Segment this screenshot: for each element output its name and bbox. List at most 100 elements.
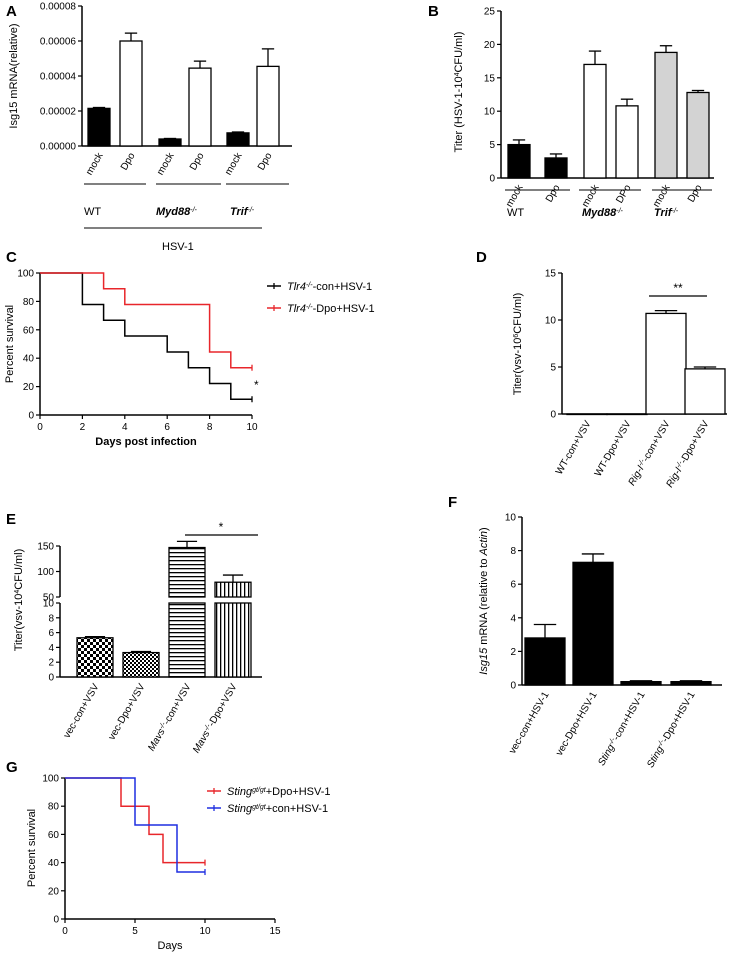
panel-b-x-tick-label: Dpo	[686, 183, 705, 205]
panel-g-y-title: Percent survival	[26, 809, 38, 887]
panel-e-y-tick-label: 50	[43, 593, 55, 604]
panel-g-y-tick-label: 100	[42, 774, 59, 785]
panel-e-y-tick-label: 8	[48, 613, 54, 624]
panel-f-y-tick-label: 2	[510, 647, 516, 658]
panel-a-x-tick-label: Dpo	[119, 151, 138, 173]
panel-a-bar	[119, 40, 143, 147]
panel-d-bar	[684, 368, 726, 415]
panel-g-x-tick-label: 0	[62, 926, 68, 937]
panel-b-y-tick-label: 5	[489, 140, 495, 151]
panel-a-bar	[256, 65, 280, 147]
panel-a-y-tick-label: 0.00006	[40, 37, 77, 48]
panel-a-group-label: Myd88-/-	[156, 206, 198, 218]
panel-letter-f: F	[448, 494, 457, 511]
panel-e-y-tick-label: 2	[48, 658, 54, 669]
panel-b: B 0 5 10 15 20 25 Titer (HSV-1-104CFU/ml) mock Dp…	[428, 3, 714, 219]
panel-g-series-line	[65, 777, 205, 873]
panel-c-series-line	[40, 272, 252, 400]
panel-e-y-tick-label: 6	[48, 628, 54, 639]
panel-c-y-tick-label: 60	[23, 325, 35, 336]
panel-c-x-tick-label: 10	[246, 422, 258, 433]
panel-a-bar	[188, 67, 212, 147]
panel-d-y-tick-label: 0	[550, 410, 556, 421]
panel-b-bar	[507, 143, 531, 179]
panel-e-bar	[214, 581, 252, 598]
panel-d-bar	[645, 312, 687, 415]
panel-a-bar	[158, 138, 182, 147]
panel-a-y-tick-label: 0.00000	[40, 142, 77, 153]
panel-a-x-tick-label: Dpo	[256, 151, 275, 173]
panel-c-y-tick-label: 0	[28, 411, 34, 422]
panel-g-y-tick-label: 0	[53, 915, 59, 926]
panel-c-y-tick-label: 100	[17, 269, 34, 280]
panel-e-y-tick-label: 100	[37, 567, 54, 578]
panel-e-bar-lower-part	[214, 602, 252, 678]
panel-letter-d: D	[476, 249, 487, 266]
panel-b-bar	[544, 157, 568, 179]
panel-b-x-tick-label: Dpo	[544, 183, 563, 205]
panel-c-legend-label: Tlr4-/--con+HSV-1	[287, 281, 372, 293]
panel-g-x-tick-label: 5	[132, 926, 138, 937]
panel-b-group-label: Trif-/-	[654, 207, 679, 219]
panel-e-bar	[76, 637, 114, 678]
panel-f-x-tick-label: Sting-/--Dpo+HSV-1	[645, 689, 698, 769]
panel-c-x-tick-label: 6	[164, 422, 170, 433]
panel-e-x-tick-label: vec-con+VSV	[62, 682, 102, 740]
panel-g-x-title: Days	[157, 940, 183, 952]
panel-b-y-tick-label: 15	[484, 73, 496, 84]
panel-c-significance: *	[254, 378, 259, 392]
panel-f-bar	[620, 680, 662, 686]
panel-b-bar	[583, 63, 607, 179]
panel-f-y-tick-label: 6	[510, 580, 516, 591]
panel-b-bar	[615, 105, 639, 179]
panel-a-bar	[87, 107, 111, 147]
panel-f-y-tick-label: 0	[510, 681, 516, 692]
panel-d-y-tick-label: 10	[545, 316, 557, 327]
panel-b-x-tick-label: mock	[580, 182, 602, 209]
panel-d-y-tick-label: 5	[550, 363, 556, 374]
panel-c-y-tick-label: 20	[23, 382, 35, 393]
panel-letter-a: A	[6, 3, 17, 20]
panel-e-y-tick-label: 10	[43, 599, 55, 610]
panel-f: F 0 2 4 6 8 10 Isg15 mRNA (relative to Actin) ve…	[448, 494, 722, 770]
panel-a-x-tick-label: mock	[84, 150, 106, 177]
panel-a-footer-label: HSV-1	[162, 241, 194, 253]
panel-f-y-tick-label: 4	[510, 613, 516, 624]
panel-b-y-title: Titer (HSV-1-104CFU/ml)	[453, 32, 465, 153]
panel-e-bar	[122, 651, 160, 678]
panel-d-y-title: Titer(vsv-106CFU/ml)	[512, 293, 524, 396]
panel-b-x-tick-label: mock	[651, 182, 673, 209]
panel-f-bar	[670, 680, 712, 686]
panel-e-y-title: Titer(vsv-104CFU/ml)	[13, 549, 25, 652]
panel-a-x-tick-label: mock	[155, 150, 177, 177]
panel-f-y-tick-label: 8	[510, 546, 516, 557]
panel-a-y-tick-label: 0.00002	[40, 107, 77, 118]
panel-c-x-tick-label: 8	[207, 422, 213, 433]
panel-letter-g: G	[6, 759, 18, 776]
panel-e-x-tick-label: vec-Dpo+VSV	[107, 682, 148, 742]
panel-g-x-tick-label: 10	[199, 926, 211, 937]
panel-c-y-tick-label: 40	[23, 354, 35, 365]
panel-g-y-tick-label: 20	[48, 886, 60, 897]
panel-e-y-tick-label: 150	[37, 542, 54, 553]
panel-a-group-label: Trif-/-	[230, 206, 255, 218]
panel-e-bar	[168, 546, 206, 598]
panel-d-x-tick-label: Rig-I-/--Dpo+VSV	[664, 418, 712, 489]
panel-g-y-tick-label: 40	[48, 858, 60, 869]
panel-e-significance: *	[219, 520, 224, 534]
panel-d-bar	[606, 413, 648, 416]
panel-f-x-tick-label: vec-con+HSV-1	[507, 690, 552, 756]
panel-b-group-label: Myd88-/-	[582, 207, 624, 219]
panel-e-bar-lower-part	[168, 602, 206, 678]
panel-c-series-line	[40, 272, 252, 369]
panel-g-y-tick-label: 80	[48, 802, 60, 813]
panel-d-bar	[566, 413, 608, 416]
panel-b-group-label: WT	[507, 207, 524, 219]
panel-b-y-tick-label: 20	[484, 40, 496, 51]
panel-e-x-tick-label: Mavs-/--con+VSV	[146, 681, 194, 753]
panel-a-x-tick-label: Dpo	[188, 151, 207, 173]
panel-f-bar	[524, 637, 566, 686]
panel-d: D 0 5 10 15 Titer(vsv-106CFU/ml) WT-con+VSV WT-…	[476, 249, 727, 490]
panel-b-y-tick-label: 25	[484, 7, 496, 18]
